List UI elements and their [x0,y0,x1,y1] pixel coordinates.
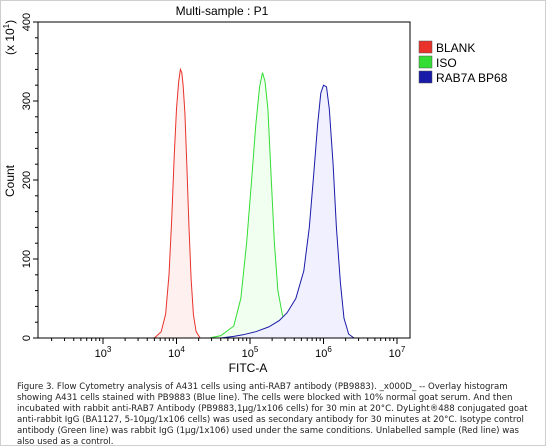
x-tick-label-1: 104 [168,345,185,360]
x-tick-label-0: 103 [95,345,112,360]
legend-swatch-0 [418,40,433,54]
legend-label-1: ISO [436,56,457,70]
legend-swatch-2 [418,70,433,84]
y-multiplier-label: (x 101) [2,20,17,55]
series-line-1 [209,72,294,339]
series-line-2 [220,84,355,339]
y-tick-label-3: 300 [21,92,33,110]
chart-title: Multi-sample : P1 [176,4,269,18]
series-0 [154,67,201,339]
figure-caption: Figure 3. Flow Cytometry analysis of A43… [17,382,528,447]
series-2 [220,84,355,339]
series-layer [154,67,355,339]
series-1 [209,72,294,339]
x-tick-label-3: 106 [315,345,332,360]
flow-cytometry-histogram: Multi-sample : P1 (x 101) Count FITC-A 0… [2,4,508,375]
series-fill-0 [154,69,201,339]
y-tick-label-1: 100 [21,250,33,268]
plot-frame [37,21,411,339]
x-axis-label: FITC-A [229,361,268,375]
y-tick-label-4: 400 [21,13,33,31]
legend-label-0: BLANK [436,41,475,55]
y-tick-layer: 0 100 200 300 400 [21,13,38,341]
x-tick-label-4: 107 [389,345,406,360]
series-fill-2 [220,85,354,338]
series-line-0 [154,67,201,339]
legend-swatch-1 [418,55,433,69]
legend-label-2: RAB7A BP68 [436,71,508,85]
y-tick-label-2: 200 [21,171,33,189]
x-tick-label-2: 105 [242,345,259,360]
y-tick-label-0: 0 [21,335,33,341]
series-fill-1 [209,72,293,338]
y-axis-label: Count [3,164,17,197]
